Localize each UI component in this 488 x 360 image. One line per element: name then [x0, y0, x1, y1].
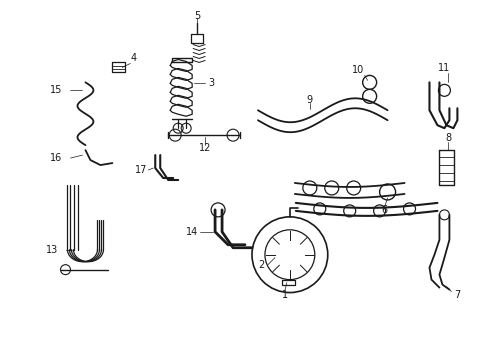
Text: 16: 16: [50, 153, 62, 163]
Text: 13: 13: [46, 245, 59, 255]
Text: 10: 10: [351, 66, 363, 76]
Text: 9: 9: [306, 95, 312, 105]
Text: 6: 6: [381, 205, 387, 215]
Text: 14: 14: [185, 227, 198, 237]
Text: 17: 17: [135, 165, 147, 175]
Text: 2: 2: [258, 260, 264, 270]
Text: 12: 12: [199, 143, 211, 153]
Text: 7: 7: [453, 289, 460, 300]
Text: 1: 1: [281, 289, 287, 300]
Text: 4: 4: [130, 54, 136, 63]
Text: 5: 5: [194, 11, 200, 21]
Text: 11: 11: [437, 63, 449, 73]
Text: 3: 3: [208, 78, 214, 88]
Text: 15: 15: [50, 85, 62, 95]
Text: 8: 8: [445, 133, 450, 143]
